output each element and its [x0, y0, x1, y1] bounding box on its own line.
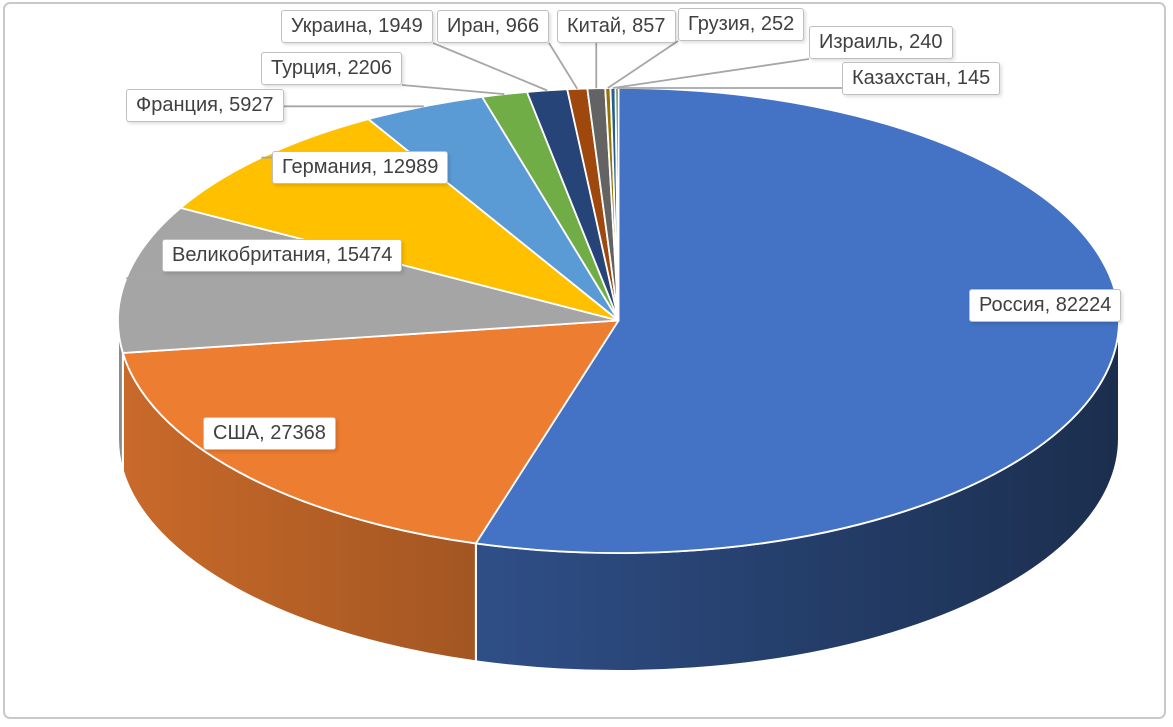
leader-line-9 [607, 40, 679, 89]
data-label-9[interactable]: Грузия, 252 [678, 8, 805, 41]
data-label-7[interactable]: Иран, 966 [437, 10, 550, 43]
pie-slice-1[interactable] [121, 319, 620, 545]
leader-line-2 [126, 271, 163, 280]
data-label-2[interactable]: Великобритания, 15474 [162, 239, 403, 272]
data-label-1[interactable]: США, 27368 [203, 417, 336, 450]
pie-slice-0[interactable] [474, 87, 1120, 554]
data-label-5[interactable]: Турция, 2206 [261, 52, 403, 85]
data-label-0[interactable]: Россия, 82224 [969, 289, 1122, 322]
data-label-3[interactable]: Германия, 12989 [272, 151, 449, 184]
leader-line-7 [548, 42, 579, 90]
data-label-10[interactable]: Израиль, 240 [809, 26, 953, 59]
data-label-4[interactable]: Франция, 5927 [126, 89, 284, 122]
leader-line-10 [612, 58, 810, 89]
data-label-8[interactable]: Китай, 857 [557, 10, 676, 43]
leader-line-6 [432, 42, 548, 92]
data-label-6[interactable]: Украина, 1949 [281, 10, 433, 43]
leader-line-5 [401, 84, 505, 96]
data-label-11[interactable]: Казахстан, 145 [842, 62, 1001, 95]
